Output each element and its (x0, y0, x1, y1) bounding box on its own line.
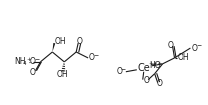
Text: NH: NH (15, 57, 26, 66)
Text: O: O (168, 41, 173, 50)
Text: O: O (117, 67, 123, 76)
Text: OH: OH (54, 37, 66, 46)
Text: O: O (76, 37, 82, 46)
Text: HO: HO (150, 61, 161, 70)
Text: O: O (30, 57, 35, 66)
Text: −: − (34, 56, 39, 61)
Text: 4: 4 (22, 61, 26, 66)
Text: O: O (30, 68, 35, 77)
Polygon shape (52, 43, 55, 52)
Text: −: − (121, 66, 126, 71)
Text: OH: OH (177, 53, 189, 62)
Text: O: O (89, 53, 95, 62)
Text: −: − (94, 52, 99, 57)
Text: OH: OH (56, 70, 68, 79)
Text: O: O (144, 76, 150, 85)
Text: −: − (196, 43, 201, 48)
Text: O: O (191, 44, 197, 53)
Text: O: O (157, 79, 163, 88)
Text: +: + (26, 57, 31, 62)
Text: +++: +++ (149, 61, 163, 66)
Text: Ce: Ce (138, 63, 151, 73)
